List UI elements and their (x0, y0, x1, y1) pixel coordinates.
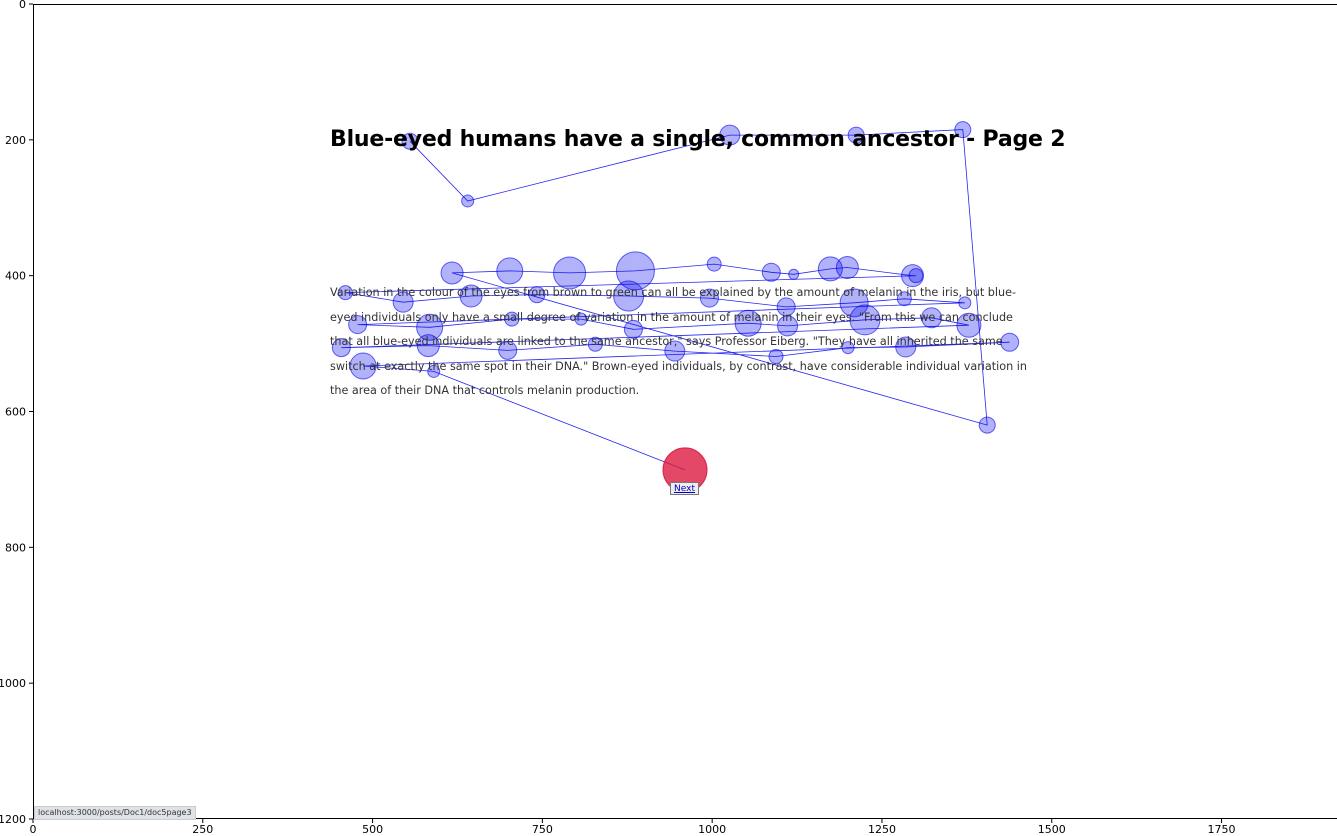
page-heading: Blue-eyed humans have a single, common a… (330, 127, 1066, 152)
fixation-point (498, 340, 518, 360)
fixation-point (459, 284, 483, 308)
y-tick-label: 200 (5, 134, 26, 147)
fixation-point (1000, 332, 1020, 352)
fixation-point (664, 340, 686, 362)
fixation-point (908, 268, 924, 284)
next-button[interactable]: Next (670, 482, 699, 495)
plot-area (33, 4, 1337, 819)
y-tick-label: 0 (19, 0, 26, 11)
x-tick-label: 1000 (698, 823, 726, 836)
fixation-point (921, 307, 943, 329)
fixation-point (835, 256, 859, 280)
y-tick-label: 400 (5, 270, 26, 283)
fixation-point (348, 315, 368, 335)
y-tick-label: 600 (5, 406, 26, 419)
scanpath-line (341, 129, 1010, 471)
x-tick-label: 0 (30, 823, 37, 836)
fixation-point (331, 338, 351, 358)
fixation-point (849, 304, 881, 336)
fixation-point (416, 334, 440, 358)
x-tick-label: 1750 (1208, 823, 1236, 836)
y-tick-label: 1200 (0, 813, 26, 826)
fixation-point (613, 280, 645, 312)
fixation-point (392, 291, 414, 313)
x-tick-label: 1500 (1038, 823, 1066, 836)
fixation-point (706, 256, 722, 272)
fixation-point (901, 264, 925, 288)
fixation-point (788, 268, 800, 280)
fixation-point (528, 286, 546, 304)
fixation-point (587, 336, 603, 352)
article-paragraph: Variation in the colour of the eyes from… (330, 286, 1027, 397)
fixation-point (768, 348, 784, 364)
fixation-point (401, 132, 419, 150)
fixation-point (504, 311, 520, 327)
fixation-point (440, 261, 464, 285)
fixation-point (956, 312, 982, 338)
x-tick-label: 250 (192, 823, 213, 836)
fixation-point (719, 124, 741, 146)
y-tick-label: 1000 (0, 677, 26, 690)
fixation-point (978, 416, 996, 434)
x-tick-label: 500 (362, 823, 383, 836)
fixation-point (623, 319, 643, 339)
fixation-point (496, 257, 524, 285)
fixation-point (847, 126, 865, 144)
fixation-point (461, 194, 475, 208)
fixation-point (337, 285, 353, 301)
fixation-point (839, 288, 869, 318)
fixation-point (896, 291, 912, 307)
x-tick-label: 1250 (868, 823, 896, 836)
status-bar-url: localhost:3000/posts/Doc1/doc5page3 (34, 806, 196, 820)
fixation-point (895, 336, 917, 358)
fixation-point (574, 312, 588, 326)
y-tick-label: 800 (5, 541, 26, 554)
fixation-point (427, 364, 441, 378)
x-tick-label: 750 (532, 823, 553, 836)
fixation-point (349, 352, 377, 380)
fixation-point (734, 309, 762, 337)
fixation-point (817, 256, 843, 282)
fixation-point (553, 256, 587, 290)
fixation-point (841, 341, 855, 355)
fixation-point (416, 313, 444, 341)
fixation-point (954, 121, 972, 139)
fixation-point (699, 288, 719, 308)
fixation-point (615, 251, 655, 291)
fixation-point (777, 315, 799, 337)
fixation-point (958, 296, 972, 310)
fixation-point (761, 262, 781, 282)
